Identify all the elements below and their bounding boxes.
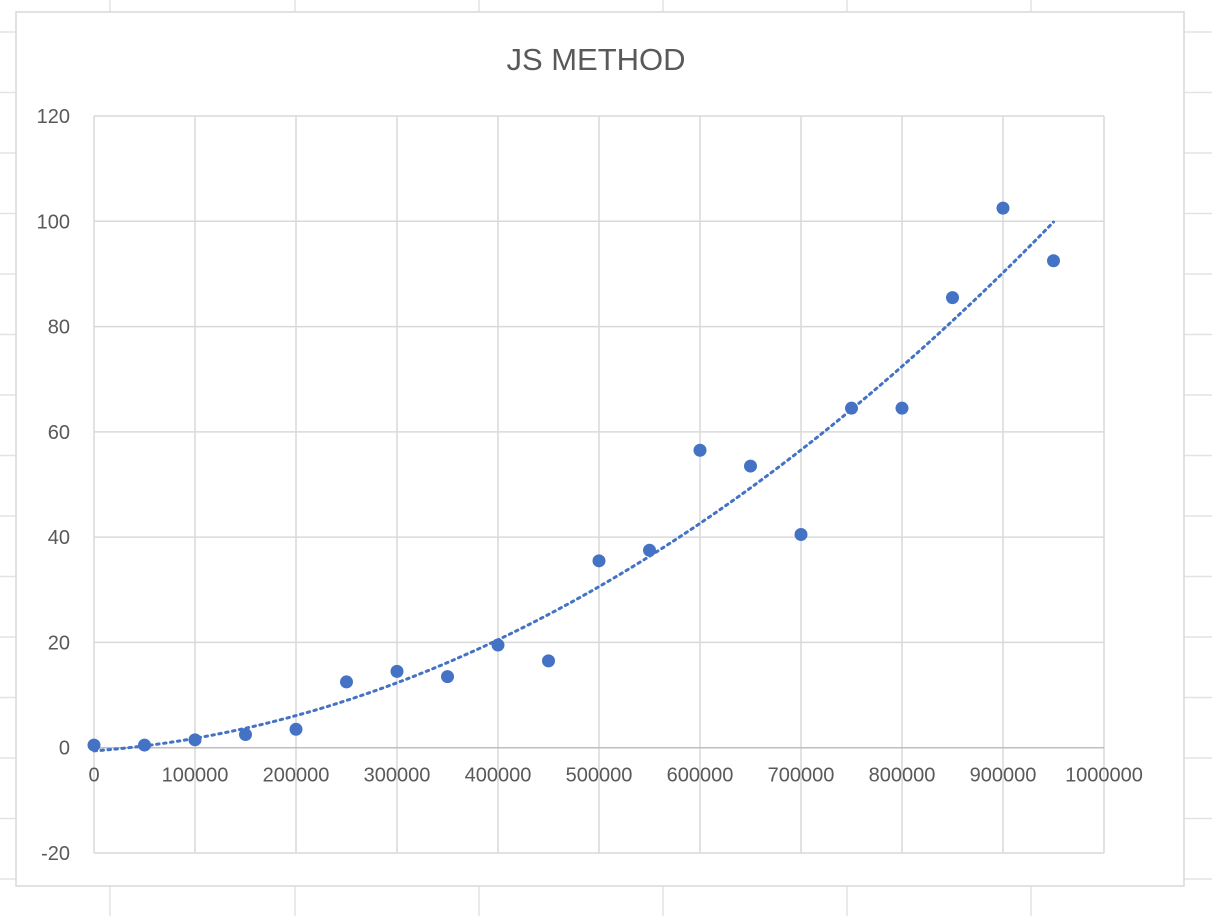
- x-tick-label: 700000: [768, 765, 835, 787]
- data-point[interactable]: [390, 664, 404, 678]
- data-point[interactable]: [138, 738, 151, 752]
- data-point[interactable]: [744, 459, 757, 473]
- y-tick-label: 40: [48, 527, 70, 549]
- y-axis-tick-labels: -20 0 20 40 60 80 100 120: [37, 106, 70, 865]
- y-tick-label: 20: [48, 632, 70, 654]
- data-series[interactable]: [87, 201, 1061, 752]
- data-point[interactable]: [592, 554, 606, 568]
- data-point[interactable]: [239, 728, 252, 742]
- data-point[interactable]: [895, 401, 909, 415]
- x-tick-label: 500000: [566, 765, 633, 787]
- x-tick-label: 1000000: [1065, 765, 1143, 787]
- data-point[interactable]: [794, 528, 808, 542]
- x-tick-label: 800000: [869, 765, 936, 787]
- data-point[interactable]: [996, 201, 1010, 215]
- y-tick-label: 80: [48, 317, 70, 339]
- data-point[interactable]: [340, 675, 353, 689]
- data-point[interactable]: [845, 401, 858, 415]
- x-axis-tick-labels: 0 100000 200000 300000 400000 500000 600000 700…: [88, 765, 1143, 787]
- x-tick-label: 100000: [162, 765, 229, 787]
- data-point[interactable]: [542, 654, 555, 668]
- data-point[interactable]: [693, 443, 707, 457]
- y-tick-label: 120: [37, 106, 70, 128]
- x-tick-label: 600000: [667, 765, 734, 787]
- data-point[interactable]: [87, 738, 101, 752]
- y-tick-label: -20: [41, 843, 70, 865]
- data-point[interactable]: [188, 733, 202, 747]
- x-tick-label: 300000: [364, 765, 431, 787]
- x-tick-label: 0: [88, 765, 99, 787]
- y-tick-label: 0: [59, 738, 70, 760]
- data-point[interactable]: [643, 543, 656, 557]
- x-tick-label: 400000: [465, 765, 532, 787]
- data-point[interactable]: [491, 638, 505, 652]
- x-tick-label: 900000: [970, 765, 1037, 787]
- x-tick-label: 200000: [263, 765, 330, 787]
- trendline[interactable]: [92, 220, 1055, 753]
- y-tick-label: 60: [48, 422, 70, 444]
- data-point[interactable]: [441, 670, 454, 684]
- data-point[interactable]: [1047, 254, 1060, 268]
- chart-title[interactable]: JS METHOD: [506, 42, 685, 77]
- data-point[interactable]: [289, 722, 303, 736]
- polynomial-trendline[interactable]: [92, 220, 1055, 753]
- data-point[interactable]: [946, 291, 959, 305]
- y-tick-label: 100: [37, 211, 70, 233]
